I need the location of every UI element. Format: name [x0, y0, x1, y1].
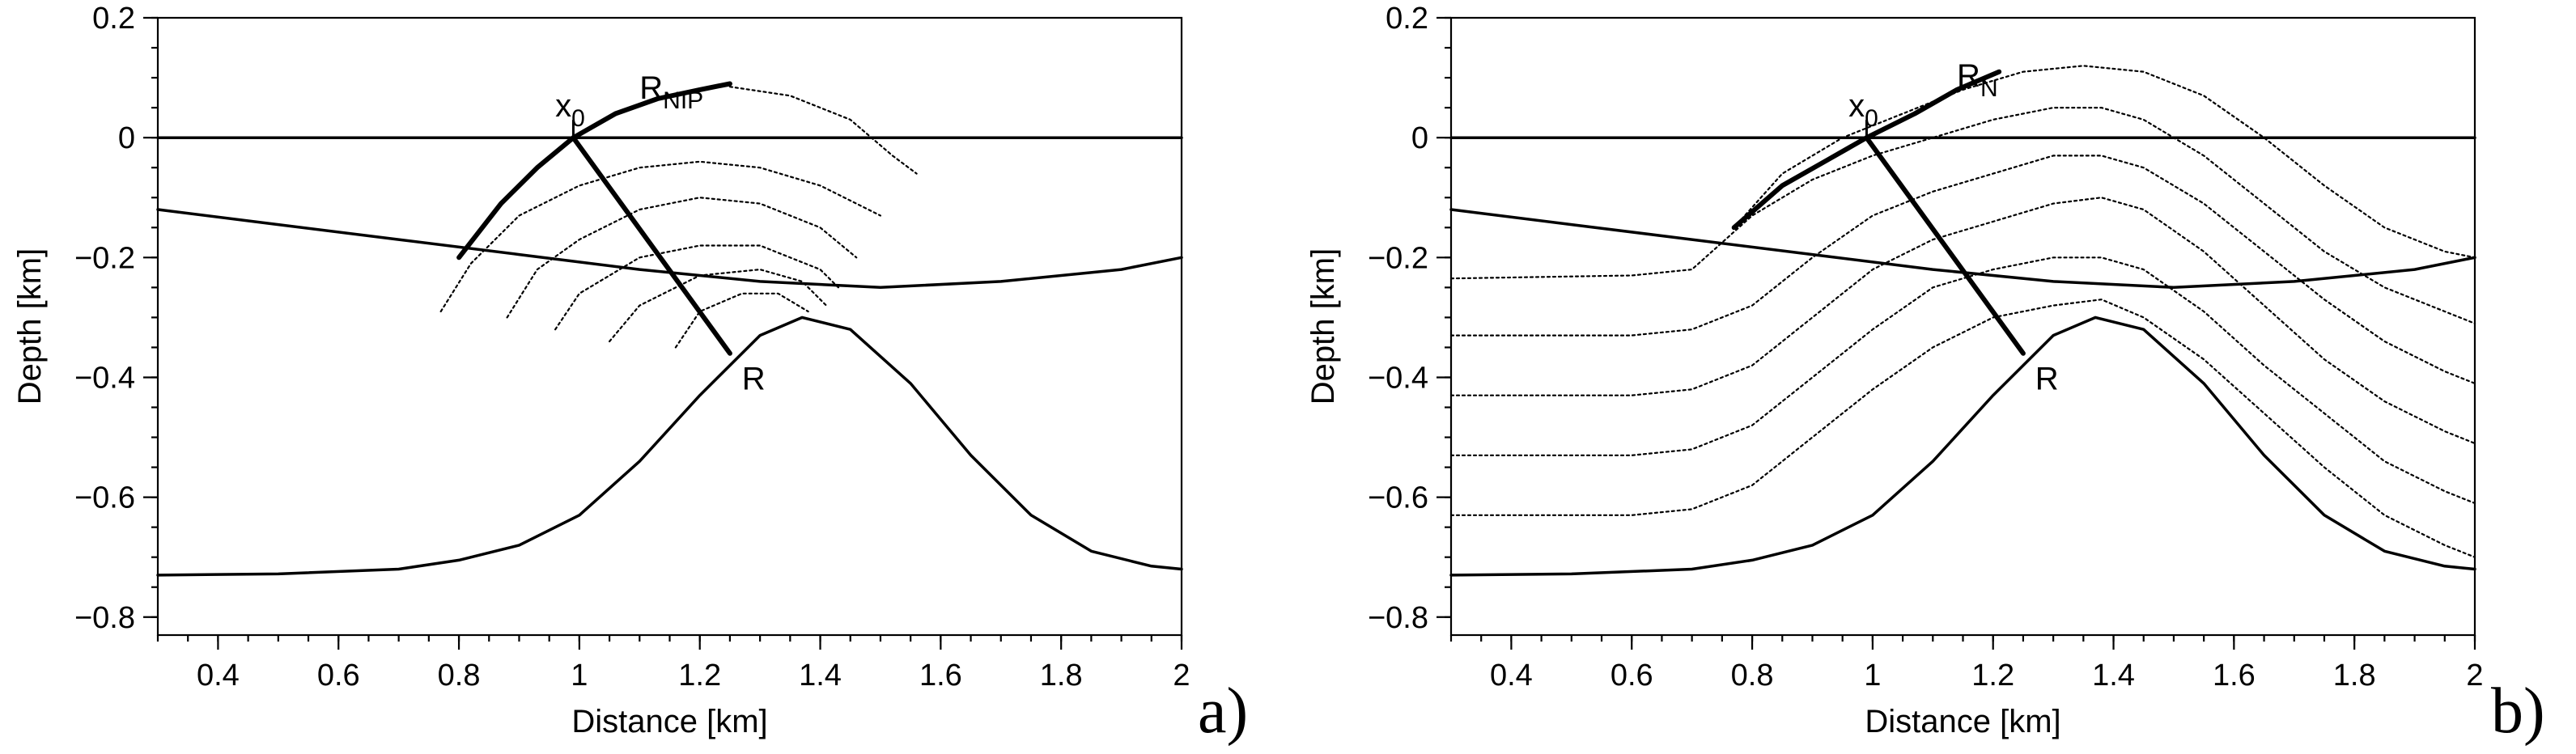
panel-label: b)	[2491, 676, 2545, 747]
annotation-label: x0	[555, 88, 585, 132]
y-tick-label: −0.4	[74, 361, 135, 395]
annotation-label: x0	[1848, 88, 1878, 132]
plot-frame	[1449, 16, 2476, 637]
interface-line	[1449, 208, 2476, 290]
annotation-label: RN	[1957, 58, 1998, 102]
y-tick-label: −0.8	[1368, 601, 1428, 635]
y-tick-label: −0.4	[1368, 361, 1428, 395]
x-tick-label: 1.6	[919, 659, 962, 693]
annotation-label: R	[742, 361, 766, 396]
panel-b: 0.4 0.6 0.8 1 1.2 1.4 1.6 1.8 2 0.2 0 −0.2 −0.4 −0.6 −…	[1305, 2, 2545, 747]
x-tick-label: 1.2	[678, 659, 721, 693]
x-tick-label: 0.8	[1731, 659, 1774, 693]
y-tick-label: 0.2	[92, 2, 135, 36]
y-tick-label: 0.2	[1386, 2, 1428, 36]
wavefront-line	[674, 292, 809, 349]
wavefront-line	[1449, 197, 2476, 445]
wavefront-line	[1449, 299, 2476, 558]
y-tick-label: 0	[1411, 121, 1428, 155]
x-tick-label: 1.4	[2092, 659, 2135, 693]
y-tick-label: −0.2	[74, 241, 135, 275]
wavefront-line	[554, 244, 840, 331]
y-tick-label: −0.6	[1368, 481, 1428, 515]
y-tick-label: 0	[118, 121, 135, 155]
ray-line-bold	[1731, 69, 2002, 231]
interface-line	[156, 316, 1183, 577]
x-tick-label: 1.8	[2333, 659, 2376, 693]
wavefront-line	[1449, 256, 2476, 505]
x-tick-label: 1	[571, 659, 588, 693]
ray-line-bold	[456, 81, 732, 261]
x-tick-label: 2	[2466, 659, 2483, 693]
wavefront-line	[1733, 65, 2476, 259]
wavefront-line	[439, 160, 882, 313]
interface-line	[156, 208, 1183, 290]
x-tick-label: 0.6	[1611, 659, 1653, 693]
x-tick-label: 0.8	[438, 659, 481, 693]
x-tick-label: 1	[1864, 659, 1881, 693]
wavefront-line	[1449, 107, 2476, 324]
x-axis-label: Distance [km]	[571, 704, 767, 739]
panel-label: a)	[1198, 676, 1248, 747]
x-tick-label: 1.2	[1971, 659, 2014, 693]
y-tick-label: −0.6	[74, 481, 135, 515]
x-tick-label: 1.6	[2213, 659, 2256, 693]
y-axis-label: Depth [km]	[1305, 248, 1341, 405]
interface-line	[1449, 316, 2476, 577]
x-tick-label: 0.4	[1490, 659, 1533, 693]
wavefront-line	[1449, 155, 2476, 384]
x-tick-label: 0.6	[317, 659, 360, 693]
wavefront-line	[608, 269, 828, 343]
panel-a: 0.4 0.6 0.8 1 1.2 1.4 1.6 1.8 2 0.2 0 −0.2 −0.4 −0.6 −…	[12, 2, 1248, 747]
annotation-label: RNIP	[639, 70, 703, 114]
annotation-label: R	[2035, 361, 2059, 396]
x-tick-label: 1.4	[799, 659, 842, 693]
y-axis-label: Depth [km]	[12, 248, 48, 405]
x-tick-label: 0.4	[197, 659, 240, 693]
x-axis-label: Distance [km]	[1865, 704, 2060, 739]
y-tick-label: −0.8	[74, 601, 135, 635]
ray-line-bold	[571, 135, 732, 356]
ray-line-bold	[1864, 135, 2026, 356]
wavefront-line	[506, 197, 858, 319]
x-tick-label: 2	[1173, 659, 1190, 693]
wavefront-line	[728, 86, 918, 175]
y-tick-label: −0.2	[1368, 241, 1428, 275]
x-tick-label: 1.8	[1040, 659, 1083, 693]
